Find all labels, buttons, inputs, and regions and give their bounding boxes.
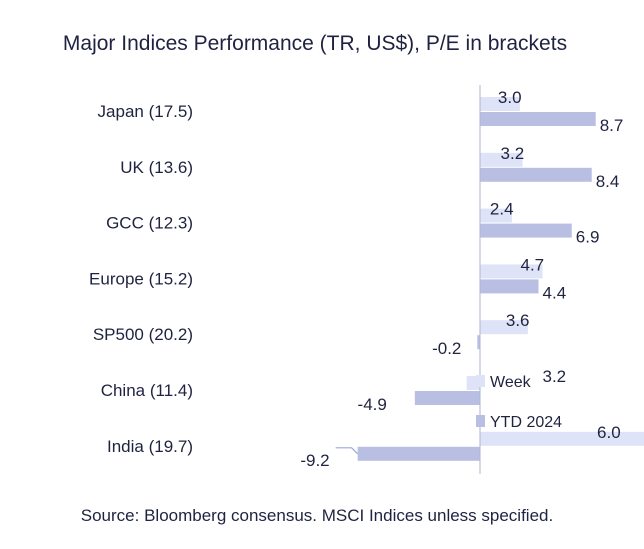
data-label-ytd-0: 8.7 <box>600 116 624 135</box>
bar-week-4 <box>480 320 528 335</box>
category-label: China (11.4) <box>101 381 193 400</box>
legend-swatch-0 <box>476 375 485 387</box>
category-label: Europe (15.2) <box>89 269 193 288</box>
bar-week-2 <box>480 208 512 223</box>
data-label-ytd-4: -0.2 <box>432 339 461 358</box>
data-label-ytd-1: 8.4 <box>596 172 620 191</box>
data-label-ytd-6: -9.2 <box>300 451 329 470</box>
category-label: Japan (17.5) <box>98 102 193 121</box>
data-label-week-6: 6.0 <box>597 423 621 442</box>
bars-layer <box>357 97 644 461</box>
bar-week-3 <box>480 264 543 279</box>
category-label: UK (13.6) <box>120 158 193 177</box>
data-label-ytd-2: 6.9 <box>576 228 600 247</box>
legend-label-0: Week <box>490 374 532 391</box>
chart-title: Major Indices Performance (TR, US$), P/E… <box>63 32 567 55</box>
data-label-week-5: 3.2 <box>543 367 567 386</box>
data-label-week-4: 3.6 <box>506 311 530 330</box>
data-label-week-2: 2.4 <box>490 200 514 219</box>
bar-ytd-5 <box>414 391 480 405</box>
bar-ytd-3 <box>480 279 539 294</box>
data-labels: 3.0 8.7 3.2 8.4 2.4 6.9 4.7 4.4 3.6 -0.2 3.2 -4.9 6.… <box>300 88 623 470</box>
source-note: Source: Bloomberg consensus. MSCI Indice… <box>81 506 553 525</box>
data-label-week-3: 4.7 <box>521 255 545 274</box>
data-label-week-0: 3.0 <box>498 88 522 107</box>
bar-week-0 <box>480 97 520 111</box>
bar-ytd-0 <box>480 112 596 126</box>
data-label-ytd-3: 4.4 <box>543 283 567 302</box>
category-label: SP500 (20.2) <box>93 325 193 344</box>
bar-week-6 <box>480 431 644 446</box>
data-label-week-1: 3.2 <box>501 144 525 163</box>
data-label-ytd-5: -4.9 <box>358 395 387 414</box>
bar-ytd-6 <box>357 446 480 461</box>
leader-line <box>335 447 359 455</box>
category-labels: Japan (17.5) UK (13.6) GCC (12.3) Europe (1… <box>89 102 193 456</box>
category-label: India (19.7) <box>107 437 193 456</box>
legend: Week YTD 2024 <box>476 374 562 431</box>
category-label: GCC (12.3) <box>106 214 193 233</box>
bar-ytd-2 <box>480 223 572 238</box>
legend-label-1: YTD 2024 <box>490 414 562 431</box>
bar-week-1 <box>480 152 523 167</box>
bar-ytd-4 <box>477 335 480 350</box>
bar-ytd-1 <box>480 167 592 182</box>
legend-swatch-1 <box>476 415 485 427</box>
